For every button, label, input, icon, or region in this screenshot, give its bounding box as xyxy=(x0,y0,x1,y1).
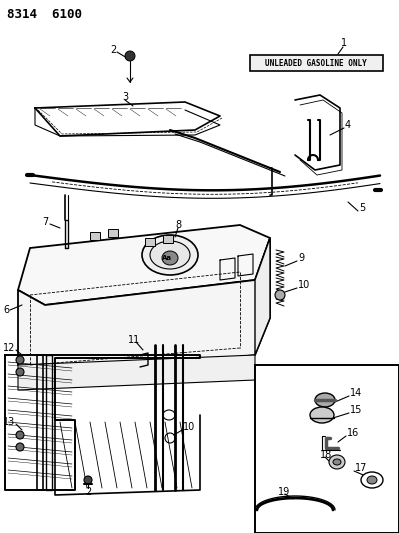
Text: 13: 13 xyxy=(3,417,15,427)
Text: 8314  6100: 8314 6100 xyxy=(7,7,82,20)
Ellipse shape xyxy=(150,241,190,269)
Bar xyxy=(255,365,399,533)
Text: 8: 8 xyxy=(175,220,181,230)
Ellipse shape xyxy=(367,476,377,484)
Text: 1: 1 xyxy=(341,38,347,48)
Text: 17: 17 xyxy=(355,463,367,473)
Text: 19: 19 xyxy=(278,487,290,497)
Ellipse shape xyxy=(329,455,345,469)
Ellipse shape xyxy=(275,290,285,300)
Ellipse shape xyxy=(16,431,24,439)
Bar xyxy=(250,55,383,71)
Ellipse shape xyxy=(333,459,341,465)
Ellipse shape xyxy=(16,443,24,451)
Bar xyxy=(163,235,173,243)
Text: 10: 10 xyxy=(298,280,310,290)
Text: 9: 9 xyxy=(298,253,304,263)
Text: 14: 14 xyxy=(350,388,362,398)
Bar xyxy=(145,238,155,246)
Ellipse shape xyxy=(162,251,178,265)
Text: 2: 2 xyxy=(85,487,91,497)
Polygon shape xyxy=(18,225,270,305)
Text: 10: 10 xyxy=(183,422,195,432)
Ellipse shape xyxy=(315,393,335,407)
Text: 16: 16 xyxy=(347,428,359,438)
Ellipse shape xyxy=(142,235,198,275)
Ellipse shape xyxy=(125,51,135,61)
Ellipse shape xyxy=(361,472,383,488)
Polygon shape xyxy=(255,238,270,355)
Text: 15: 15 xyxy=(350,405,362,415)
Ellipse shape xyxy=(310,407,334,423)
Polygon shape xyxy=(18,355,255,390)
Text: 3: 3 xyxy=(122,92,128,102)
Text: 12: 12 xyxy=(3,343,16,353)
Text: UNLEADED GASOLINE ONLY: UNLEADED GASOLINE ONLY xyxy=(265,59,367,68)
Text: 4: 4 xyxy=(345,120,351,130)
Ellipse shape xyxy=(16,356,24,364)
Bar xyxy=(90,232,100,240)
Ellipse shape xyxy=(84,476,92,484)
Text: 7: 7 xyxy=(42,217,48,227)
Text: 11: 11 xyxy=(128,335,140,345)
Ellipse shape xyxy=(16,368,24,376)
Text: Aa: Aa xyxy=(162,255,172,261)
Bar xyxy=(108,229,118,237)
Text: 18: 18 xyxy=(320,450,332,460)
Text: 5: 5 xyxy=(359,203,365,213)
Text: 2: 2 xyxy=(110,45,116,55)
Polygon shape xyxy=(18,238,270,380)
Text: 6: 6 xyxy=(3,305,9,315)
